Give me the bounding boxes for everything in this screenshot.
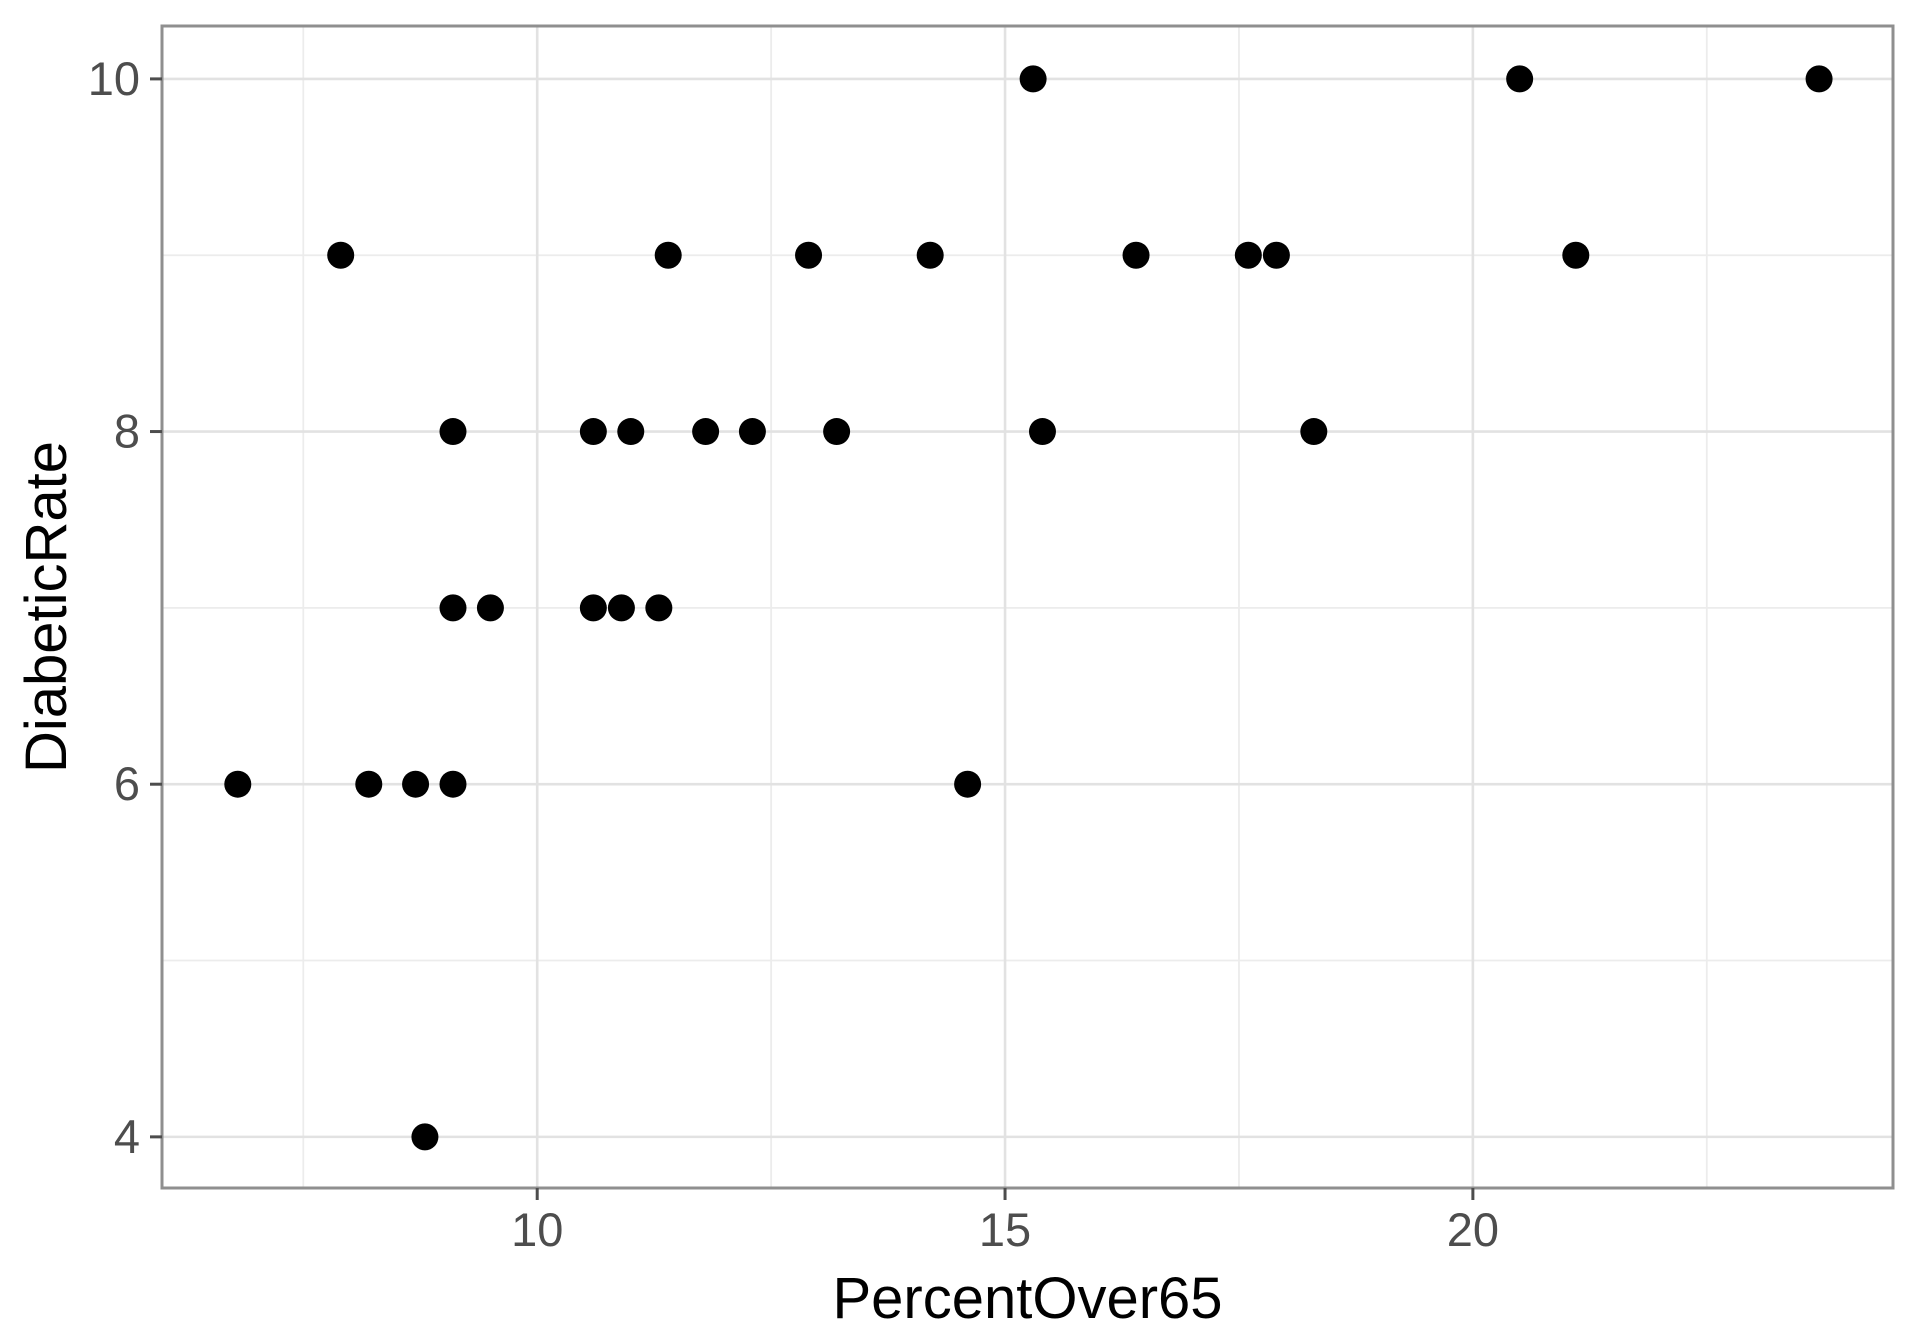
x-tick-label: 15 bbox=[979, 1203, 1031, 1256]
x-axis-tick-labels: 10 15 20 bbox=[511, 1203, 1499, 1256]
data-point bbox=[645, 594, 673, 622]
data-point bbox=[327, 241, 355, 269]
data-point bbox=[579, 594, 607, 622]
data-point bbox=[439, 770, 467, 798]
data-point bbox=[1028, 418, 1056, 446]
y-axis-title: DiabeticRate bbox=[14, 441, 79, 773]
y-tick-label: 6 bbox=[114, 757, 140, 810]
data-point bbox=[1300, 418, 1328, 446]
data-point bbox=[476, 594, 504, 622]
data-point bbox=[738, 418, 766, 446]
data-point bbox=[439, 594, 467, 622]
y-tick-label: 4 bbox=[114, 1110, 140, 1163]
data-point bbox=[692, 418, 720, 446]
data-point bbox=[1805, 65, 1833, 93]
data-point bbox=[1262, 241, 1290, 269]
x-tick-label: 20 bbox=[1447, 1203, 1499, 1256]
data-point bbox=[411, 1123, 439, 1151]
x-tick-label: 10 bbox=[511, 1203, 563, 1256]
data-point bbox=[579, 418, 607, 446]
data-point bbox=[1562, 241, 1590, 269]
data-points-layer bbox=[224, 65, 1833, 1151]
data-point bbox=[1506, 65, 1534, 93]
y-tick-label: 8 bbox=[114, 405, 140, 458]
x-axis-title: PercentOver65 bbox=[832, 1266, 1222, 1331]
data-point bbox=[224, 770, 252, 798]
data-point bbox=[823, 418, 851, 446]
axis-tick-marks bbox=[150, 77, 1475, 1200]
y-tick-label: 10 bbox=[88, 52, 140, 105]
y-axis-tick-labels: 4 6 8 10 bbox=[88, 52, 140, 1163]
data-point bbox=[916, 241, 944, 269]
panel-border bbox=[160, 24, 1895, 1190]
data-point bbox=[617, 418, 645, 446]
data-point bbox=[954, 770, 982, 798]
data-point bbox=[1234, 241, 1262, 269]
data-point bbox=[795, 241, 823, 269]
data-point bbox=[607, 594, 635, 622]
data-point bbox=[439, 418, 467, 446]
data-point bbox=[402, 770, 430, 798]
data-point bbox=[355, 770, 383, 798]
data-point bbox=[654, 241, 682, 269]
data-point bbox=[1122, 241, 1150, 269]
data-point bbox=[1019, 65, 1047, 93]
